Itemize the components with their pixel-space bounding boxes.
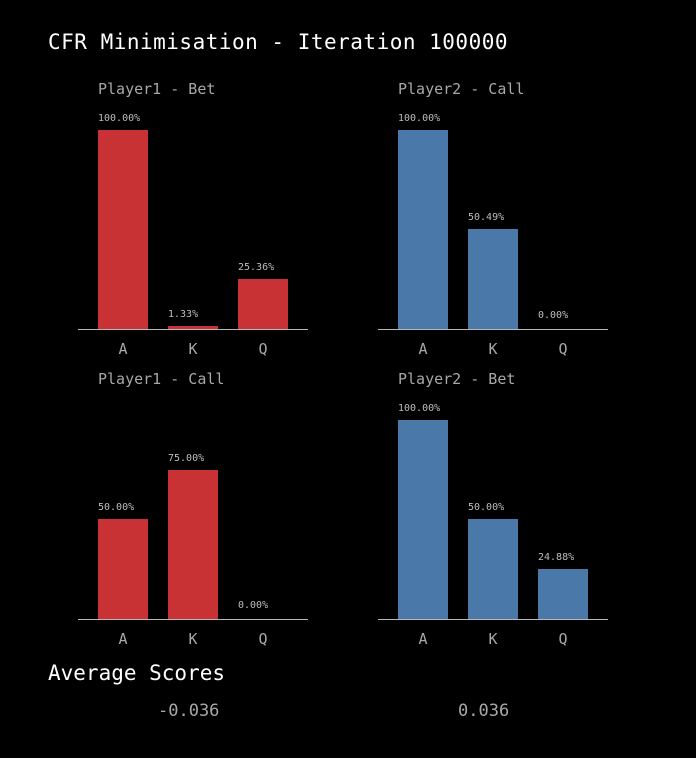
player2-call-chart: Player2 - Call 100.00% A 50.49% K 0.00% Q [378, 80, 608, 360]
player1-call-chart: Player1 - Call 50.00% A 75.00% K 0.00% Q [78, 370, 308, 650]
bar-value-label: 25.36% [238, 262, 275, 273]
x-tick-label: Q [558, 340, 568, 358]
bar-value-label: 0.00% [238, 600, 269, 611]
bar-q [238, 279, 288, 329]
player2-score: 0.036 [458, 701, 510, 721]
bar-q [538, 569, 588, 619]
average-scores-title: Average Scores [48, 661, 226, 685]
bar-a [98, 130, 148, 329]
bar-value-label: 100.00% [98, 113, 141, 124]
x-tick-label: Q [558, 630, 568, 648]
x-tick-label: A [418, 340, 428, 358]
bar-value-label: 100.00% [398, 403, 441, 414]
bar-value-label: 1.33% [168, 309, 199, 320]
x-axis-line [78, 619, 308, 620]
bar-a [98, 519, 148, 619]
x-axis-line [378, 619, 608, 620]
page-title: CFR Minimisation - Iteration 100000 [48, 30, 509, 54]
x-tick-label: A [118, 340, 128, 358]
chart-title: Player2 - Call [398, 80, 525, 98]
x-tick-label: K [188, 340, 198, 358]
x-tick-label: A [118, 630, 128, 648]
x-tick-label: K [188, 630, 198, 648]
x-tick-label: Q [258, 630, 268, 648]
bar-value-label: 50.00% [468, 502, 505, 513]
bar-k [468, 229, 518, 329]
chart-title: Player1 - Call [98, 370, 225, 388]
chart-title: Player1 - Bet [98, 80, 216, 98]
bar-k [468, 519, 518, 619]
bar-value-label: 50.00% [98, 502, 135, 513]
x-tick-label: K [488, 630, 498, 648]
player1-bet-chart: Player1 - Bet 100.00% A 1.33% K 25.36% Q [78, 80, 308, 360]
x-tick-label: Q [258, 340, 268, 358]
bar-value-label: 50.49% [468, 212, 505, 223]
bar-a [398, 420, 448, 619]
x-tick-label: K [488, 340, 498, 358]
player2-bet-chart: Player2 - Bet 100.00% A 50.00% K 24.88% Q [378, 370, 608, 650]
bar-k [168, 326, 218, 329]
x-axis-line [78, 329, 308, 330]
x-tick-label: A [418, 630, 428, 648]
bar-value-label: 24.88% [538, 552, 575, 563]
bar-value-label: 0.00% [538, 310, 569, 321]
bar-k [168, 470, 218, 619]
bar-a [398, 130, 448, 329]
chart-title: Player2 - Bet [398, 370, 516, 388]
bar-value-label: 100.00% [398, 113, 441, 124]
player1-score: -0.036 [158, 701, 220, 721]
x-axis-line [378, 329, 608, 330]
bar-value-label: 75.00% [168, 453, 205, 464]
